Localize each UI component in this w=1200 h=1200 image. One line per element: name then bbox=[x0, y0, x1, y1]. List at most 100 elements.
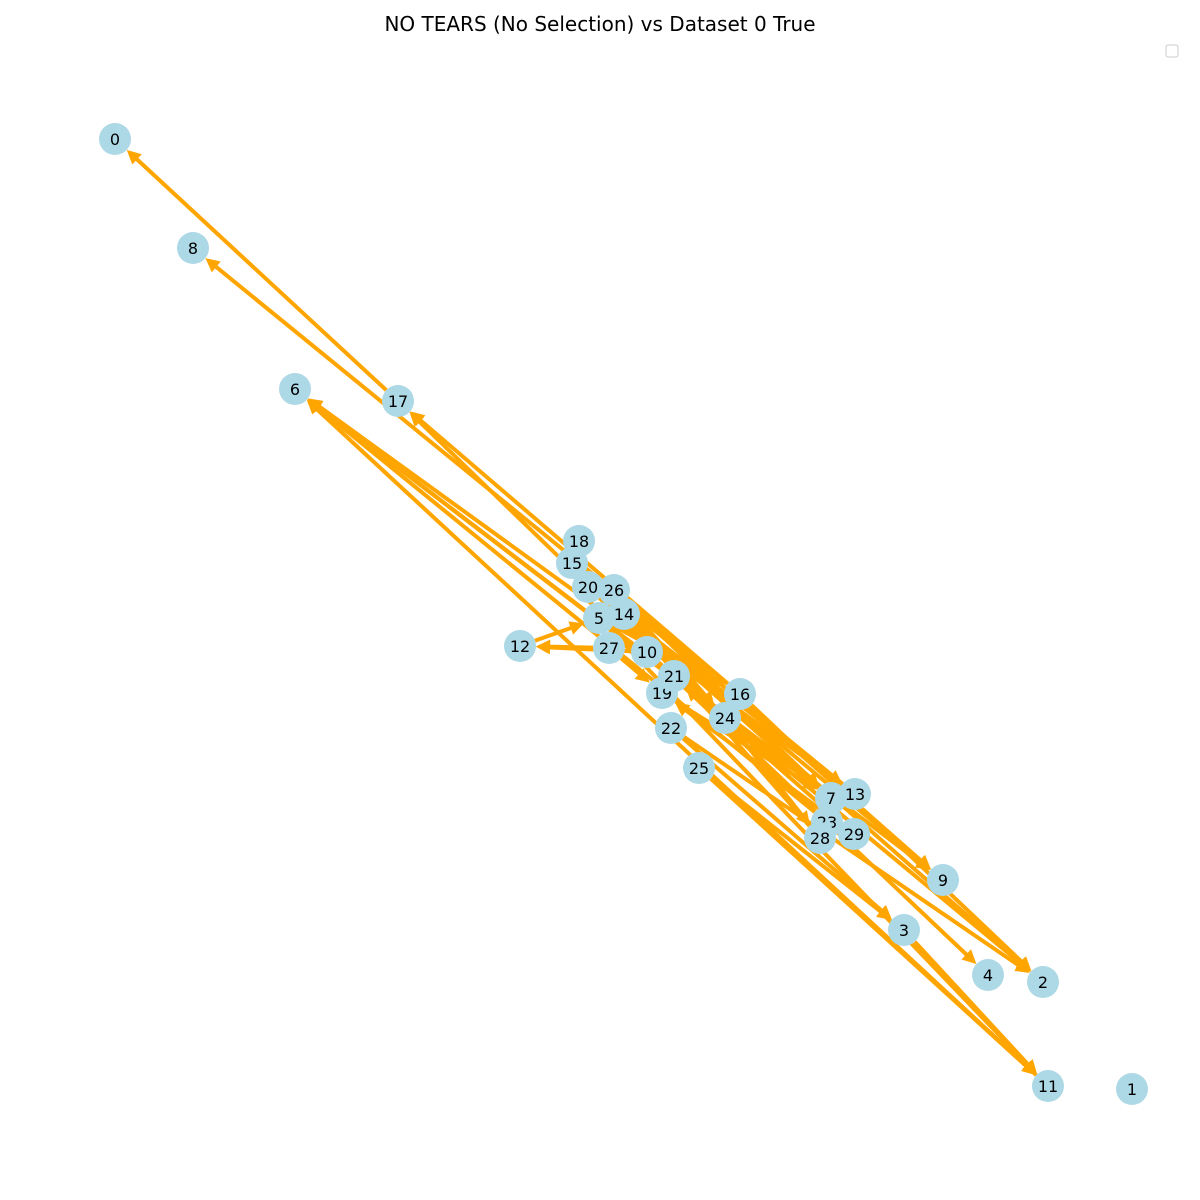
node-label: 11 bbox=[1038, 1077, 1058, 1096]
node-circle bbox=[563, 525, 595, 557]
edge-arrowhead bbox=[634, 626, 650, 642]
node-13: 13 bbox=[839, 778, 871, 810]
edge-arrowhead bbox=[568, 621, 584, 635]
node-label: 13 bbox=[845, 785, 865, 804]
edge-19-to-7 bbox=[674, 699, 818, 790]
node-6: 6 bbox=[279, 373, 311, 405]
node-label: 22 bbox=[661, 719, 681, 738]
node-2: 2 bbox=[1027, 966, 1059, 998]
node-26: 26 bbox=[598, 574, 630, 606]
edge-17-to-0 bbox=[126, 149, 388, 392]
node-label: 10 bbox=[637, 643, 657, 662]
node-label: 0 bbox=[110, 130, 120, 149]
node-circle bbox=[631, 636, 663, 668]
node-24: 24 bbox=[709, 702, 741, 734]
edge-line bbox=[733, 729, 805, 818]
node-label: 29 bbox=[844, 825, 864, 844]
node-circle bbox=[888, 914, 920, 946]
edge-arrowhead bbox=[205, 258, 221, 273]
node-label: 6 bbox=[290, 380, 300, 399]
edge-24-to-28 bbox=[733, 729, 811, 826]
node-label: 5 bbox=[594, 609, 604, 628]
edge-line bbox=[657, 661, 835, 818]
edge-arrowhead bbox=[535, 640, 551, 655]
edge-arrowhead bbox=[306, 399, 322, 415]
edge-arrowhead bbox=[409, 412, 425, 427]
node-circle bbox=[382, 385, 414, 417]
node-circle bbox=[655, 712, 687, 744]
edge-5-to-16 bbox=[612, 623, 726, 687]
node-16: 16 bbox=[724, 678, 756, 710]
node-label: 18 bbox=[569, 532, 589, 551]
node-circle bbox=[1032, 1070, 1064, 1102]
node-11: 11 bbox=[1032, 1070, 1064, 1102]
node-label: 27 bbox=[599, 639, 619, 658]
node-22: 22 bbox=[655, 712, 687, 744]
edge-22-to-2 bbox=[683, 735, 1030, 973]
node-circle bbox=[504, 630, 536, 662]
node-label: 8 bbox=[188, 239, 198, 258]
node-label: 28 bbox=[810, 829, 830, 848]
node-circle bbox=[838, 818, 870, 850]
node-20: 20 bbox=[572, 571, 604, 603]
node-label: 26 bbox=[604, 581, 624, 600]
node-circle bbox=[572, 571, 604, 603]
node-25: 25 bbox=[683, 752, 715, 784]
node-circle bbox=[177, 232, 209, 264]
node-27: 27 bbox=[593, 632, 625, 664]
chart-title: NO TEARS (No Selection) vs Dataset 0 Tru… bbox=[384, 12, 815, 36]
node-circle bbox=[724, 678, 756, 710]
node-label: 24 bbox=[715, 709, 735, 728]
node-label: 15 bbox=[562, 554, 582, 573]
edge-line bbox=[683, 735, 1022, 968]
node-circle bbox=[608, 598, 640, 630]
node-circle bbox=[927, 864, 959, 896]
node-circle bbox=[279, 373, 311, 405]
node-label: 4 bbox=[983, 966, 993, 985]
node-circle bbox=[658, 660, 690, 692]
edge-line bbox=[681, 736, 885, 914]
edge-arrowhead bbox=[961, 949, 977, 964]
node-circle bbox=[709, 702, 741, 734]
node-label: 1 bbox=[1127, 1080, 1137, 1099]
nodes-layer: 0123456789101112131415161718192021222324… bbox=[99, 123, 1148, 1105]
edge-line bbox=[612, 623, 717, 683]
edge-arrowhead bbox=[801, 776, 818, 790]
edge-line bbox=[134, 156, 388, 392]
node-circle bbox=[99, 123, 131, 155]
node-label: 16 bbox=[730, 685, 750, 704]
node-circle bbox=[804, 822, 836, 854]
edge-line bbox=[685, 684, 811, 783]
edge-arrowhead bbox=[126, 149, 142, 165]
node-circle bbox=[815, 782, 847, 814]
node-circle bbox=[598, 574, 630, 606]
edge-3-to-11 bbox=[913, 940, 1038, 1075]
edge-line bbox=[709, 777, 1029, 1069]
edge-arrowhead bbox=[795, 810, 811, 826]
node-circle bbox=[1116, 1073, 1148, 1105]
edge-line bbox=[913, 940, 1031, 1067]
node-circle bbox=[593, 632, 625, 664]
node-28: 28 bbox=[804, 822, 836, 854]
node-label: 12 bbox=[510, 637, 530, 656]
edge-arrowhead bbox=[915, 855, 931, 870]
edge-line bbox=[534, 625, 574, 643]
node-21: 21 bbox=[658, 660, 690, 692]
node-circle bbox=[683, 752, 715, 784]
edge-line bbox=[674, 699, 809, 785]
legend-box bbox=[1165, 44, 1179, 58]
node-circle bbox=[1027, 966, 1059, 998]
node-29: 29 bbox=[838, 818, 870, 850]
node-9: 9 bbox=[927, 864, 959, 896]
node-label: 3 bbox=[899, 921, 909, 940]
node-label: 2 bbox=[1038, 973, 1048, 992]
node-10: 10 bbox=[631, 636, 663, 668]
edge-line bbox=[710, 776, 884, 915]
node-8: 8 bbox=[177, 232, 209, 264]
node-circle bbox=[839, 778, 871, 810]
node-circle bbox=[972, 959, 1004, 991]
edge-line bbox=[619, 656, 642, 677]
edge-12-to-5 bbox=[534, 621, 584, 643]
node-circle bbox=[583, 602, 615, 634]
